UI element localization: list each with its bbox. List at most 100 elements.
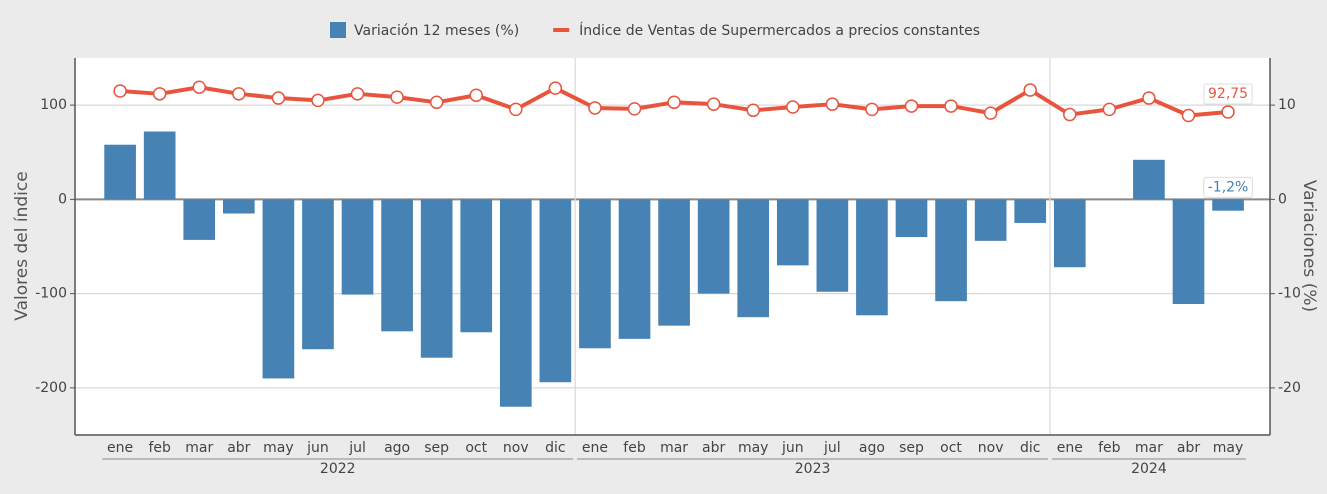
bar <box>420 199 453 358</box>
bar <box>341 199 374 295</box>
bar <box>1212 199 1244 211</box>
x-tick-label: nov <box>978 440 1004 456</box>
bar <box>935 199 967 302</box>
x-tick-label: abr <box>1177 440 1200 456</box>
bar <box>895 199 928 238</box>
x-tick-label: abr <box>702 440 725 456</box>
bar <box>262 199 295 379</box>
data-label-box <box>1203 176 1253 198</box>
line-marker <box>706 97 721 111</box>
line-marker <box>1102 102 1117 117</box>
x-tick-label: dic <box>545 440 565 456</box>
x-tick-label: jul <box>348 440 366 456</box>
x-tick-label: ago <box>859 440 885 456</box>
line-marker <box>152 87 167 101</box>
bar <box>499 199 532 407</box>
line-marker <box>311 93 325 108</box>
line-marker <box>390 90 404 104</box>
legend-swatch <box>330 22 346 38</box>
line-marker <box>588 101 602 115</box>
y-tick-label: 0 <box>58 191 67 207</box>
line-marker <box>548 81 563 95</box>
line-marker <box>944 99 958 113</box>
x-tick-label: mar <box>1135 440 1163 456</box>
bar <box>579 199 611 349</box>
legend-label: Variación 12 meses (%) <box>354 23 519 39</box>
line-marker <box>271 91 286 105</box>
line-marker <box>1221 105 1235 119</box>
year-label: 2022 <box>320 461 356 477</box>
data-label-group: 92,75 <box>1203 83 1253 105</box>
line-marker <box>746 103 760 118</box>
line-marker <box>509 102 523 117</box>
bar <box>1053 199 1086 268</box>
line-marker <box>1063 107 1077 122</box>
bar <box>539 199 572 383</box>
x-tick-label: jul <box>823 440 841 456</box>
line-marker <box>469 88 483 102</box>
bar <box>1133 159 1165 200</box>
y-axis-title: Valores del índice <box>12 171 32 320</box>
y-tick-label: -100 <box>35 286 67 302</box>
bar <box>183 199 216 240</box>
bar <box>1172 199 1205 304</box>
bar <box>143 131 176 200</box>
y-tick-label: 100 <box>40 97 67 113</box>
bar <box>381 199 413 332</box>
x-tick-label: mar <box>660 440 688 456</box>
x-tick-label: mar <box>185 440 213 456</box>
bar <box>697 199 730 294</box>
x-tick-label: jun <box>781 440 804 456</box>
line-marker <box>429 95 444 110</box>
bar <box>460 199 493 333</box>
bar <box>737 199 770 318</box>
x-tick-label: oct <box>940 440 962 456</box>
x-tick-label: sep <box>424 440 449 456</box>
line-marker <box>1181 108 1196 123</box>
line-marker <box>113 84 127 98</box>
x-tick-label: feb <box>1098 440 1121 456</box>
x-tick-label: ene <box>107 440 133 456</box>
bar <box>302 199 334 350</box>
line-marker <box>983 106 998 120</box>
bar <box>618 199 651 339</box>
x-tick-label: feb <box>623 440 646 456</box>
x-tick-label: dic <box>1020 440 1040 456</box>
y2-axis-title: Variaciones (%) <box>1299 180 1319 312</box>
bar <box>104 144 136 200</box>
bar <box>222 199 255 214</box>
x-tick-label: may <box>1213 440 1244 456</box>
y2-tick-label: -10 <box>1278 286 1301 302</box>
data-label-box <box>1203 83 1253 105</box>
line-marker <box>1023 83 1037 97</box>
bar <box>974 199 1007 241</box>
line-marker <box>1142 91 1156 105</box>
line-marker <box>825 97 840 111</box>
data-label: 92,75 <box>1208 86 1248 102</box>
legend-label: Índice de Ventas de Supermercados a prec… <box>579 22 980 39</box>
data-label-group: -1,2% <box>1203 176 1253 198</box>
data-label: -1,2% <box>1208 179 1249 195</box>
x-tick-label: ene <box>582 440 608 456</box>
x-tick-label: sep <box>899 440 924 456</box>
bar <box>856 199 888 316</box>
line-marker <box>667 95 681 110</box>
line-marker <box>350 87 365 101</box>
line-marker <box>627 102 642 116</box>
line-marker <box>786 100 800 114</box>
line-marker <box>865 102 879 117</box>
y-tick-label: -200 <box>35 380 67 396</box>
x-tick-label: may <box>738 440 769 456</box>
year-label: 2023 <box>795 461 831 477</box>
x-tick-label: feb <box>148 440 171 456</box>
bar <box>658 199 690 326</box>
line-marker <box>192 80 206 94</box>
x-tick-label: jun <box>306 440 329 456</box>
y2-tick-label: 0 <box>1278 191 1287 207</box>
x-tick-label: ene <box>1057 440 1083 456</box>
y2-tick-label: -20 <box>1278 380 1301 396</box>
bar <box>816 199 849 292</box>
x-tick-label: oct <box>465 440 487 456</box>
x-tick-label: may <box>263 440 294 456</box>
